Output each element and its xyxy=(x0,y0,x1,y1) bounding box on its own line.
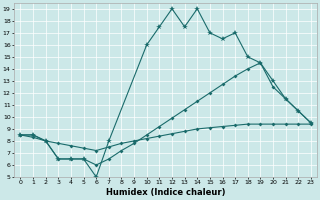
X-axis label: Humidex (Indice chaleur): Humidex (Indice chaleur) xyxy=(106,188,225,197)
